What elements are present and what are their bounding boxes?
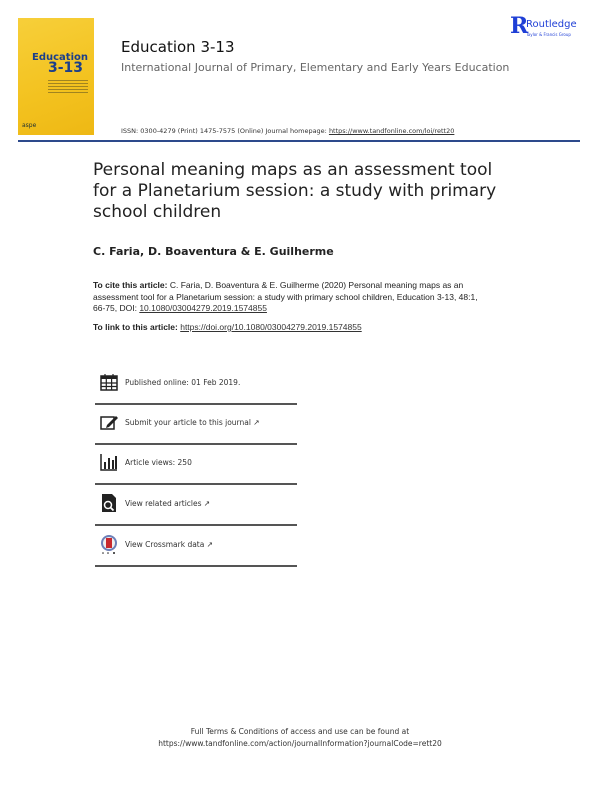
external-link-icon: ↗ (253, 418, 260, 427)
article-authors: C. Faria, D. Boaventura & E. Guilherme (93, 245, 334, 258)
external-link-icon: ↗ (203, 499, 211, 508)
search-document-icon (102, 494, 116, 512)
bar-chart-icon (100, 454, 117, 471)
article-doi-url[interactable]: https://doi.org/10.1080/03004279.2019.15… (180, 322, 362, 332)
divider (95, 565, 297, 567)
footer: Full Terms & Conditions of access and us… (0, 726, 600, 750)
header-divider (18, 140, 580, 142)
journal-cover-image: Education 3-13 aspe (18, 18, 94, 135)
edit-icon (100, 416, 118, 430)
calendar-icon (100, 374, 118, 391)
divider (95, 483, 297, 485)
terms-link[interactable]: https://www.tandfonline.com/action/journ… (158, 739, 442, 748)
cover-subtitle-lines (48, 80, 88, 94)
citation: To cite this article: C. Faria, D. Boave… (93, 280, 478, 313)
cover-number: 3-13 (48, 60, 84, 76)
cover-title: Education (32, 52, 88, 63)
divider (95, 443, 297, 445)
info-row-published: Published online: 01 Feb 2019. (95, 372, 297, 412)
external-link-icon: ↗ (206, 540, 214, 549)
doi-link[interactable]: 10.1080/03004279.2019.1574855 (139, 303, 267, 313)
journal-subtitle: International Journal of Primary, Elemen… (121, 61, 510, 74)
journal-title: Education 3-13 (121, 38, 235, 56)
info-row-related[interactable]: View related articles ↗ (95, 493, 297, 533)
article-title: Personal meaning maps as an assessment t… (93, 160, 497, 222)
info-row-crossmark[interactable]: View Crossmark data ↗ (95, 534, 297, 574)
info-row-submit[interactable]: Submit your article to this journal ↗ (95, 412, 297, 452)
cover-aspe-logo: aspe (22, 122, 37, 129)
divider (95, 524, 297, 526)
routledge-r-icon: R (510, 13, 529, 39)
article-link-line: To link to this article: https://doi.org… (93, 322, 362, 332)
issn-line: ISSN: 0300-4279 (Print) 1475-7575 (Onlin… (121, 127, 455, 135)
info-row-views: Article views: 250 (95, 452, 297, 492)
journal-homepage-link[interactable]: https://www.tandfonline.com/loi/rett20 (328, 127, 455, 135)
crossmark-icon (101, 535, 117, 554)
divider (95, 403, 297, 405)
